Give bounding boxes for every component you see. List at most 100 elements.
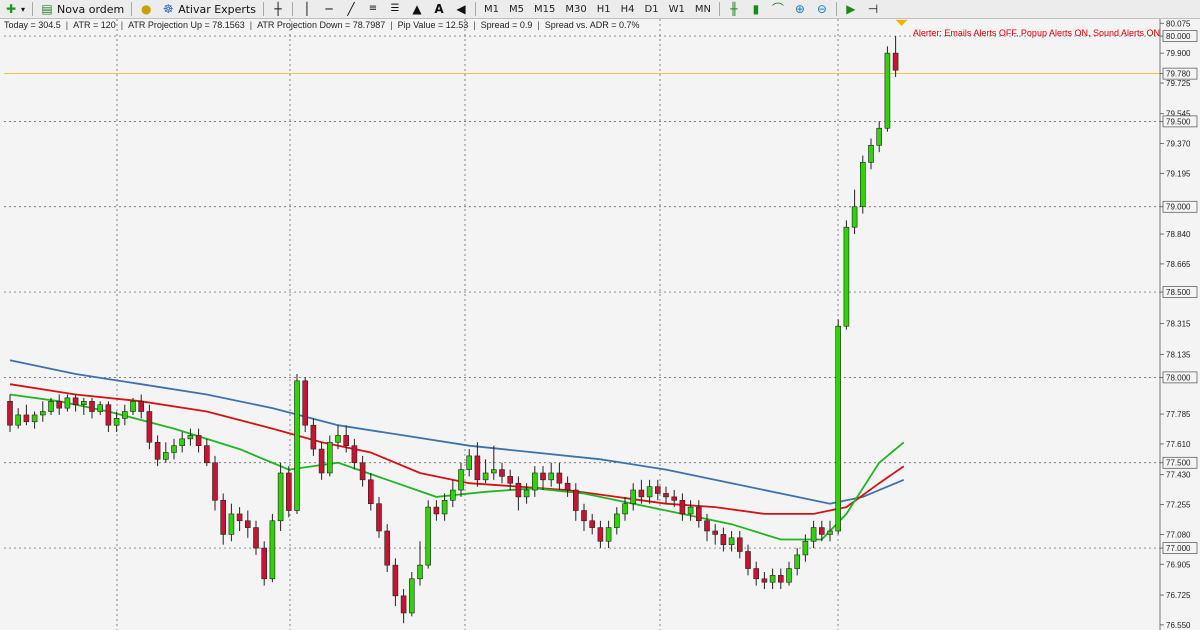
text-button[interactable]: A (428, 0, 450, 18)
experts-button[interactable]: ☸ Ativar Experts (157, 0, 260, 18)
y-tick-label: 76.550 (1166, 621, 1191, 630)
crosshair-button[interactable]: ┼ (267, 0, 289, 18)
arrow-button[interactable]: ◀ (450, 0, 472, 18)
vertical-line-button[interactable]: │ (296, 0, 318, 18)
candle-body (622, 503, 628, 515)
candle-body (64, 397, 71, 409)
info-icon: ● (141, 2, 152, 16)
candle-body (802, 540, 809, 556)
candle-body (720, 534, 727, 545)
y-tick-label: 78.665 (1166, 260, 1191, 269)
line-chart-button[interactable]: ⌒ (767, 0, 789, 18)
experts-label: Ativar Experts (178, 2, 256, 16)
info-spread-adr: Spread vs. ADR = 0.7% (544, 20, 640, 30)
candle-body (671, 496, 678, 501)
y-tick-box (1162, 115, 1198, 128)
timeframe-m30[interactable]: M30 (565, 3, 587, 15)
candle-body (630, 489, 637, 505)
candle-body (220, 499, 226, 535)
info-atr-up: ATR Projection Up = 78.1563 (128, 20, 245, 30)
candle-body (39, 411, 46, 416)
info-button[interactable]: ● (135, 0, 157, 18)
bar-chart-button[interactable]: ╫ (723, 0, 745, 18)
timeframe-h4[interactable]: H4 (620, 3, 635, 15)
candle-body (458, 469, 464, 491)
timeframe-w1[interactable]: W1 (668, 3, 685, 15)
bar-chart-icon: ╫ (730, 2, 738, 16)
text-icon: A (434, 2, 444, 16)
zoom-in-button[interactable]: ⊕ (789, 0, 811, 18)
candle-body (326, 441, 333, 474)
candle-body (663, 493, 669, 498)
candle-body (179, 438, 185, 446)
info-separator: | (249, 20, 253, 30)
candle-body (15, 414, 21, 426)
info-atr: ATR = 120 (73, 20, 116, 30)
candle-body (892, 52, 899, 71)
candle-body (818, 527, 825, 535)
y-tick-label: 77.610 (1166, 440, 1191, 449)
candle-body (794, 554, 801, 569)
candle-body (367, 479, 374, 505)
toolbar-separator (32, 2, 34, 16)
candle-body (605, 527, 612, 542)
candle-body (810, 527, 817, 542)
candle-body (843, 226, 850, 327)
y-tick-label: 80.075 (1166, 19, 1191, 28)
y-tick-label: 78.315 (1166, 320, 1191, 329)
candle-body (318, 448, 325, 474)
info-pip: Pip Value = 12.53 (397, 20, 469, 30)
timeframe-m5[interactable]: M5 (509, 3, 524, 15)
timeframe-h1[interactable]: H1 (596, 3, 611, 15)
timeframe-m1[interactable]: M1 (484, 3, 499, 15)
new-chart-button[interactable]: ✚ ▾ (5, 2, 26, 16)
candle-body (97, 404, 103, 412)
line-chart-icon: ⌒ (771, 2, 784, 16)
candle-body (835, 325, 842, 532)
timeframe-mn[interactable]: MN (694, 3, 711, 15)
candle-body (540, 472, 546, 481)
candle-body (236, 513, 243, 522)
candle-body (56, 401, 63, 409)
candle-body (384, 530, 391, 566)
candle-body (499, 469, 505, 477)
candle-body (761, 578, 768, 583)
y-tick-label: 76.905 (1166, 560, 1191, 569)
candle-body (72, 397, 79, 406)
timeframe-m15[interactable]: M15 (534, 3, 556, 15)
candle-body (285, 472, 292, 511)
candle-body (728, 537, 735, 545)
candle-body (23, 414, 30, 423)
candle-body (335, 435, 341, 443)
timeframe-d1[interactable]: D1 (644, 3, 659, 15)
autoscroll-button[interactable]: ▶ (840, 0, 862, 18)
shapes-icon: ▲ (412, 2, 422, 16)
y-tick-label: 79.000 (1166, 203, 1191, 212)
y-tick-label: 77.430 (1166, 471, 1191, 480)
candle-body (261, 547, 268, 580)
candle-body (130, 401, 136, 412)
candle-body (531, 472, 538, 491)
candle-body (105, 404, 112, 426)
candle-body (417, 564, 423, 580)
candlestick-button[interactable]: ▮ (745, 0, 767, 18)
y-tick-label: 78.500 (1166, 288, 1191, 297)
shapes-button[interactable]: ▲ (406, 0, 428, 18)
y-tick-label: 79.725 (1166, 79, 1191, 88)
candle-body (376, 503, 382, 532)
y-tick-box (1162, 456, 1198, 469)
candle-body (786, 568, 792, 583)
zoom-out-button[interactable]: ⊖ (811, 0, 833, 18)
fibo-fan-button[interactable]: ☰ (384, 0, 406, 18)
trendline-button[interactable]: ╱ (340, 0, 362, 18)
horizontal-line-button[interactable]: ─ (318, 0, 340, 18)
fibonacci-button[interactable]: ≡ (362, 0, 384, 18)
candle-body (523, 489, 530, 498)
candle-body (687, 506, 694, 515)
shift-button[interactable]: ⊣ (862, 0, 884, 18)
candle-body (777, 575, 784, 583)
y-tick-label: 76.725 (1166, 591, 1191, 600)
new-order-button[interactable]: ▤ Nova ordem (36, 0, 128, 18)
candle-body (646, 486, 653, 498)
